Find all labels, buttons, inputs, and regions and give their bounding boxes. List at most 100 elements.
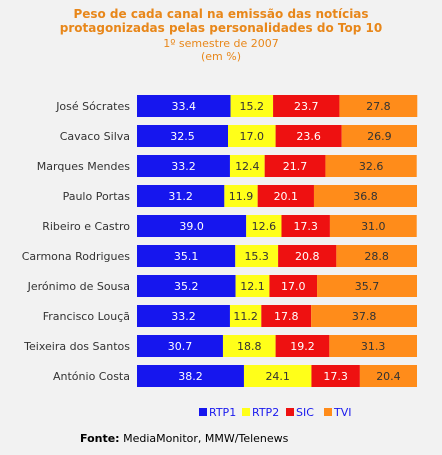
source-note: Fonte: MediaMonitor, MMW/Telenews — [80, 432, 288, 445]
data-label: 20.8 — [295, 250, 320, 263]
data-label: 31.0 — [361, 220, 386, 233]
bar-rtp1 — [137, 215, 247, 237]
category-label: Francisco Louçã — [43, 310, 130, 323]
data-label: 15.3 — [244, 250, 269, 263]
bar-rtp1 — [137, 275, 236, 297]
bar-tvi — [317, 275, 417, 297]
bar-rtp2 — [228, 125, 276, 147]
bar-tvi — [329, 215, 417, 237]
data-label: 17.3 — [293, 220, 318, 233]
bar-tvi — [359, 365, 417, 387]
data-label: 11.9 — [229, 190, 254, 203]
bar-rtp1 — [137, 335, 223, 357]
category-label: Teixeira dos Santos — [23, 340, 130, 353]
legend-swatch — [324, 408, 332, 416]
category-label: António Costa — [53, 370, 130, 383]
data-label: 31.3 — [361, 340, 386, 353]
data-label: 32.5 — [170, 130, 195, 143]
bar-rtp2 — [246, 215, 282, 237]
data-label: 17.8 — [274, 310, 299, 323]
bar-tvi — [341, 125, 417, 147]
legend-swatch — [242, 408, 250, 416]
data-label: 15.2 — [240, 100, 265, 113]
bar-sic — [275, 335, 330, 357]
bar-tvi — [329, 335, 417, 357]
category-label: Paulo Portas — [63, 190, 131, 203]
category-label: Jerónimo de Sousa — [27, 280, 130, 293]
data-label: 36.8 — [353, 190, 378, 203]
source-text: MediaMonitor, MMW/Telenews — [123, 432, 289, 445]
bar-rtp2 — [243, 365, 312, 387]
bar-tvi — [313, 185, 417, 207]
legend-label: RTP2 — [252, 406, 279, 419]
data-label: 23.6 — [296, 130, 321, 143]
legend-label: SIC — [296, 406, 314, 419]
bar-rtp1 — [137, 185, 225, 207]
data-label: 17.0 — [281, 280, 306, 293]
bar-rtp1 — [137, 95, 231, 117]
bar-rtp2 — [235, 245, 279, 267]
data-label: 31.2 — [168, 190, 193, 203]
bar-rtp1 — [137, 305, 230, 327]
bar-tvi — [325, 155, 417, 177]
data-label: 12.6 — [252, 220, 277, 233]
bar-rtp2 — [230, 95, 274, 117]
bar-rtp2 — [224, 185, 258, 207]
data-label: 20.1 — [274, 190, 299, 203]
bar-sic — [261, 305, 312, 327]
data-label: 17.0 — [240, 130, 265, 143]
bar-rtp2 — [222, 335, 276, 357]
data-label: 33.4 — [172, 100, 197, 113]
bar-sic — [275, 125, 342, 147]
bar-sic — [278, 245, 337, 267]
bar-sic — [269, 275, 318, 297]
data-label: 28.8 — [364, 250, 389, 263]
data-label: 17.3 — [323, 370, 348, 383]
data-label: 35.7 — [355, 280, 380, 293]
data-label: 21.7 — [283, 160, 308, 173]
category-label: Carmona Rodrigues — [22, 250, 131, 263]
data-label: 26.9 — [367, 130, 392, 143]
data-label: 24.1 — [265, 370, 290, 383]
data-label: 18.8 — [237, 340, 262, 353]
bar-rtp2 — [229, 155, 265, 177]
data-label: 33.2 — [171, 160, 196, 173]
legend-swatch — [199, 408, 207, 416]
data-label: 27.8 — [366, 100, 391, 113]
data-label: 20.4 — [376, 370, 401, 383]
bar-rtp1 — [137, 365, 244, 387]
data-label: 32.6 — [359, 160, 384, 173]
bar-tvi — [311, 305, 417, 327]
legend-label: TVI — [333, 406, 352, 419]
bar-rtp2 — [235, 275, 270, 297]
data-label: 37.8 — [352, 310, 377, 323]
data-label: 35.2 — [174, 280, 199, 293]
bar-sic — [264, 155, 326, 177]
bar-rtp1 — [137, 245, 236, 267]
data-label: 12.1 — [240, 280, 265, 293]
data-label: 35.1 — [174, 250, 199, 263]
bar-sic — [311, 365, 360, 387]
bar-tvi — [339, 95, 418, 117]
data-label: 19.2 — [290, 340, 315, 353]
category-label: Ribeiro e Castro — [42, 220, 130, 233]
data-label: 38.2 — [178, 370, 203, 383]
bar-sic — [257, 185, 314, 207]
legend-label: RTP1 — [209, 406, 236, 419]
bar-rtp1 — [137, 155, 230, 177]
legend-swatch — [286, 408, 294, 416]
data-label: 12.4 — [235, 160, 260, 173]
category-label: Cavaco Silva — [60, 130, 130, 143]
chart-title-line-1: Peso de cada canal na emissão das notíci… — [73, 7, 369, 21]
data-label: 33.2 — [171, 310, 196, 323]
category-label: Marques Mendes — [37, 160, 130, 173]
source-label: Fonte: — [80, 432, 120, 445]
data-label: 11.2 — [233, 310, 258, 323]
category-label: José Sócrates — [55, 100, 130, 113]
bar-rtp1 — [137, 125, 228, 147]
chart-subtitle-line-1: 1º semestre de 2007 — [163, 37, 279, 50]
bar-tvi — [336, 245, 417, 267]
chart-title-line-2: protagonizadas pelas personalidades do T… — [59, 21, 383, 35]
